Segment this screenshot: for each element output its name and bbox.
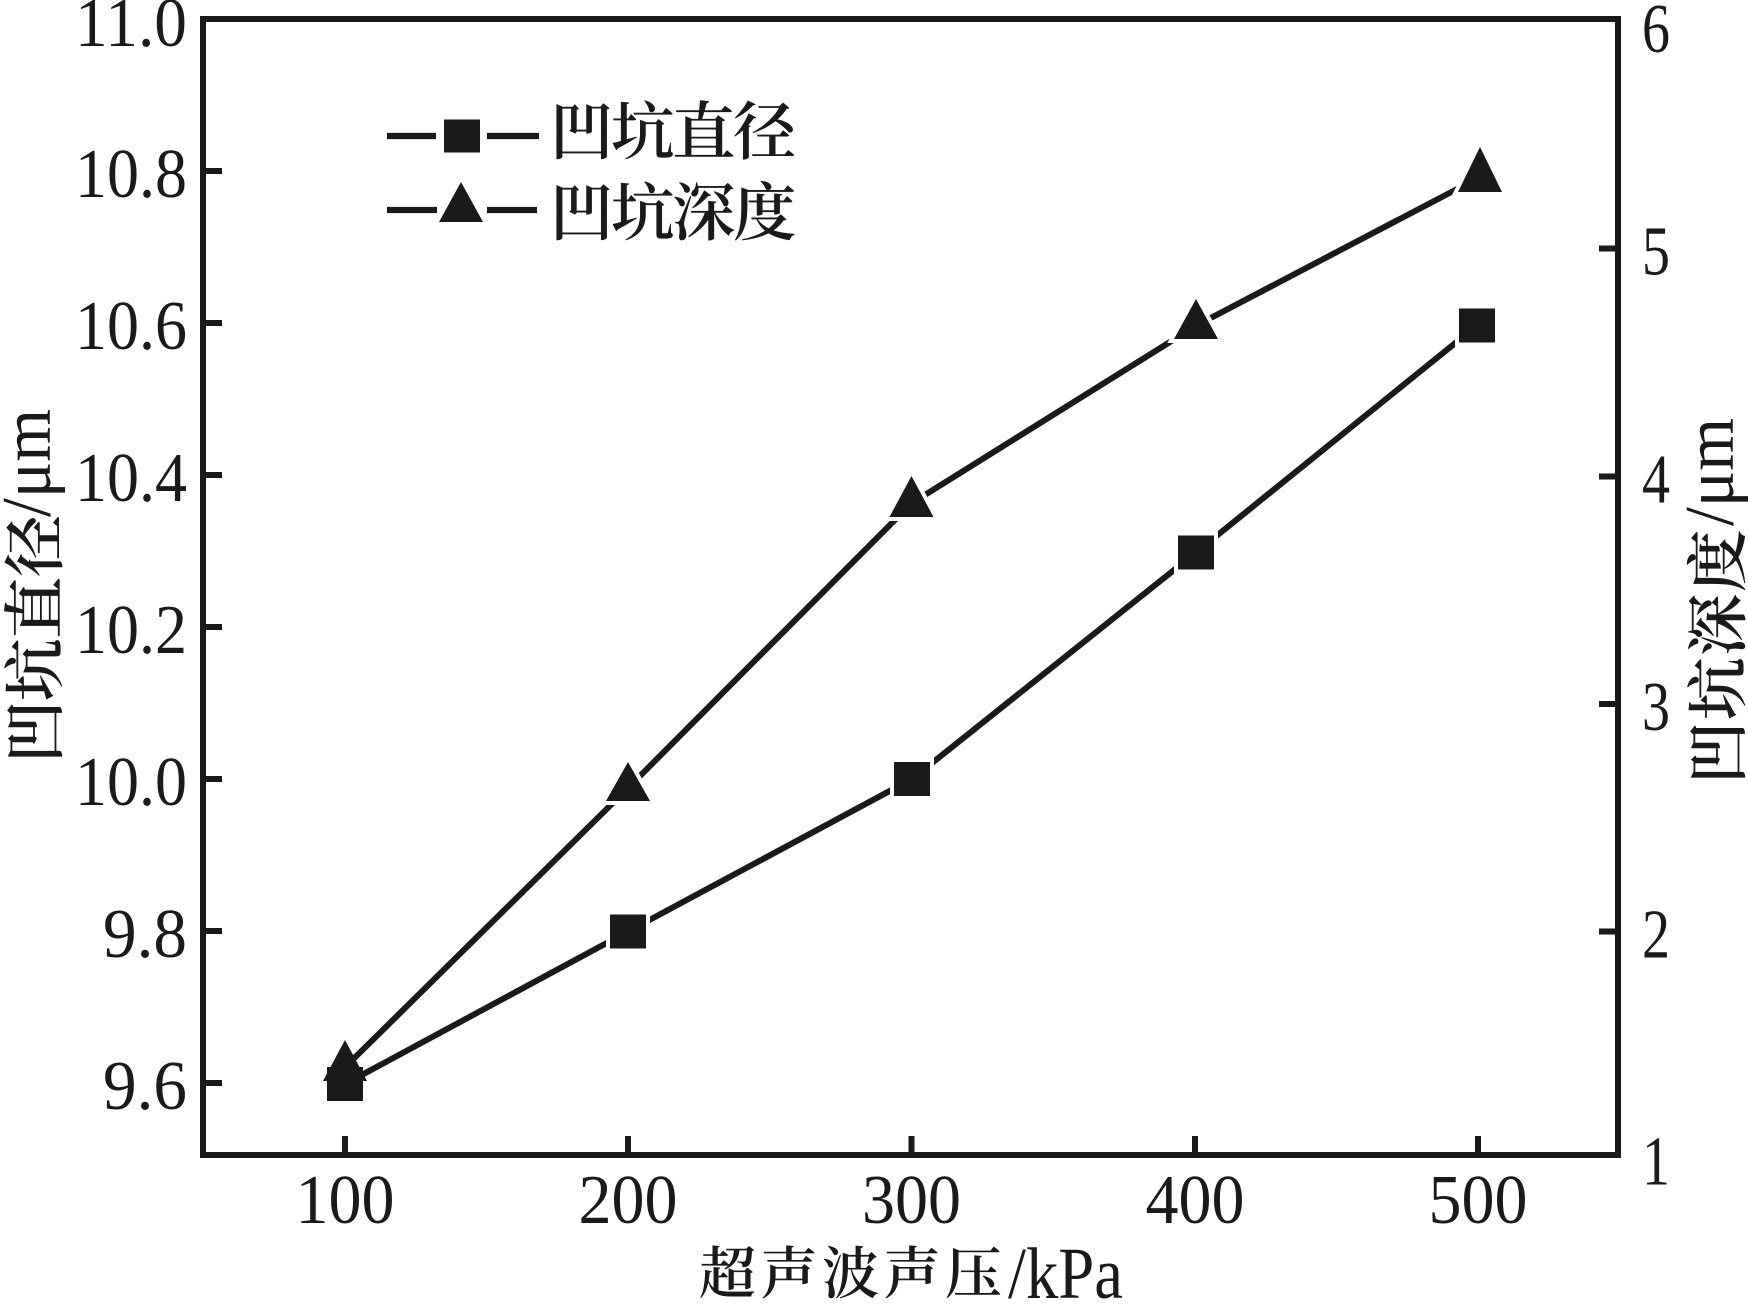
svg-text:/μm: /μm [0, 409, 66, 517]
svg-text:10.2: 10.2 [75, 592, 187, 669]
svg-text:10.0: 10.0 [75, 744, 187, 821]
svg-text:9.6: 9.6 [103, 1048, 187, 1125]
svg-text:1: 1 [1642, 1124, 1670, 1201]
svg-text:9.8: 9.8 [103, 896, 187, 973]
svg-text:400: 400 [1146, 1162, 1245, 1239]
svg-text:200: 200 [579, 1162, 678, 1239]
svg-text:2: 2 [1642, 897, 1670, 974]
svg-text:6: 6 [1642, 0, 1670, 68]
svg-text:11.0: 11.0 [75, 0, 187, 62]
svg-text:10.4: 10.4 [75, 440, 187, 517]
svg-text:5: 5 [1642, 214, 1670, 291]
svg-text:300: 300 [862, 1162, 961, 1239]
svg-text:/μm: /μm [1672, 418, 1748, 526]
svg-text:100: 100 [296, 1162, 395, 1239]
svg-text:500: 500 [1429, 1162, 1528, 1239]
svg-text:10.6: 10.6 [75, 288, 187, 365]
svg-text:4: 4 [1642, 442, 1670, 519]
svg-text:/kPa: /kPa [1008, 1233, 1123, 1304]
svg-text:10.8: 10.8 [75, 136, 187, 213]
svg-text:3: 3 [1642, 669, 1670, 746]
